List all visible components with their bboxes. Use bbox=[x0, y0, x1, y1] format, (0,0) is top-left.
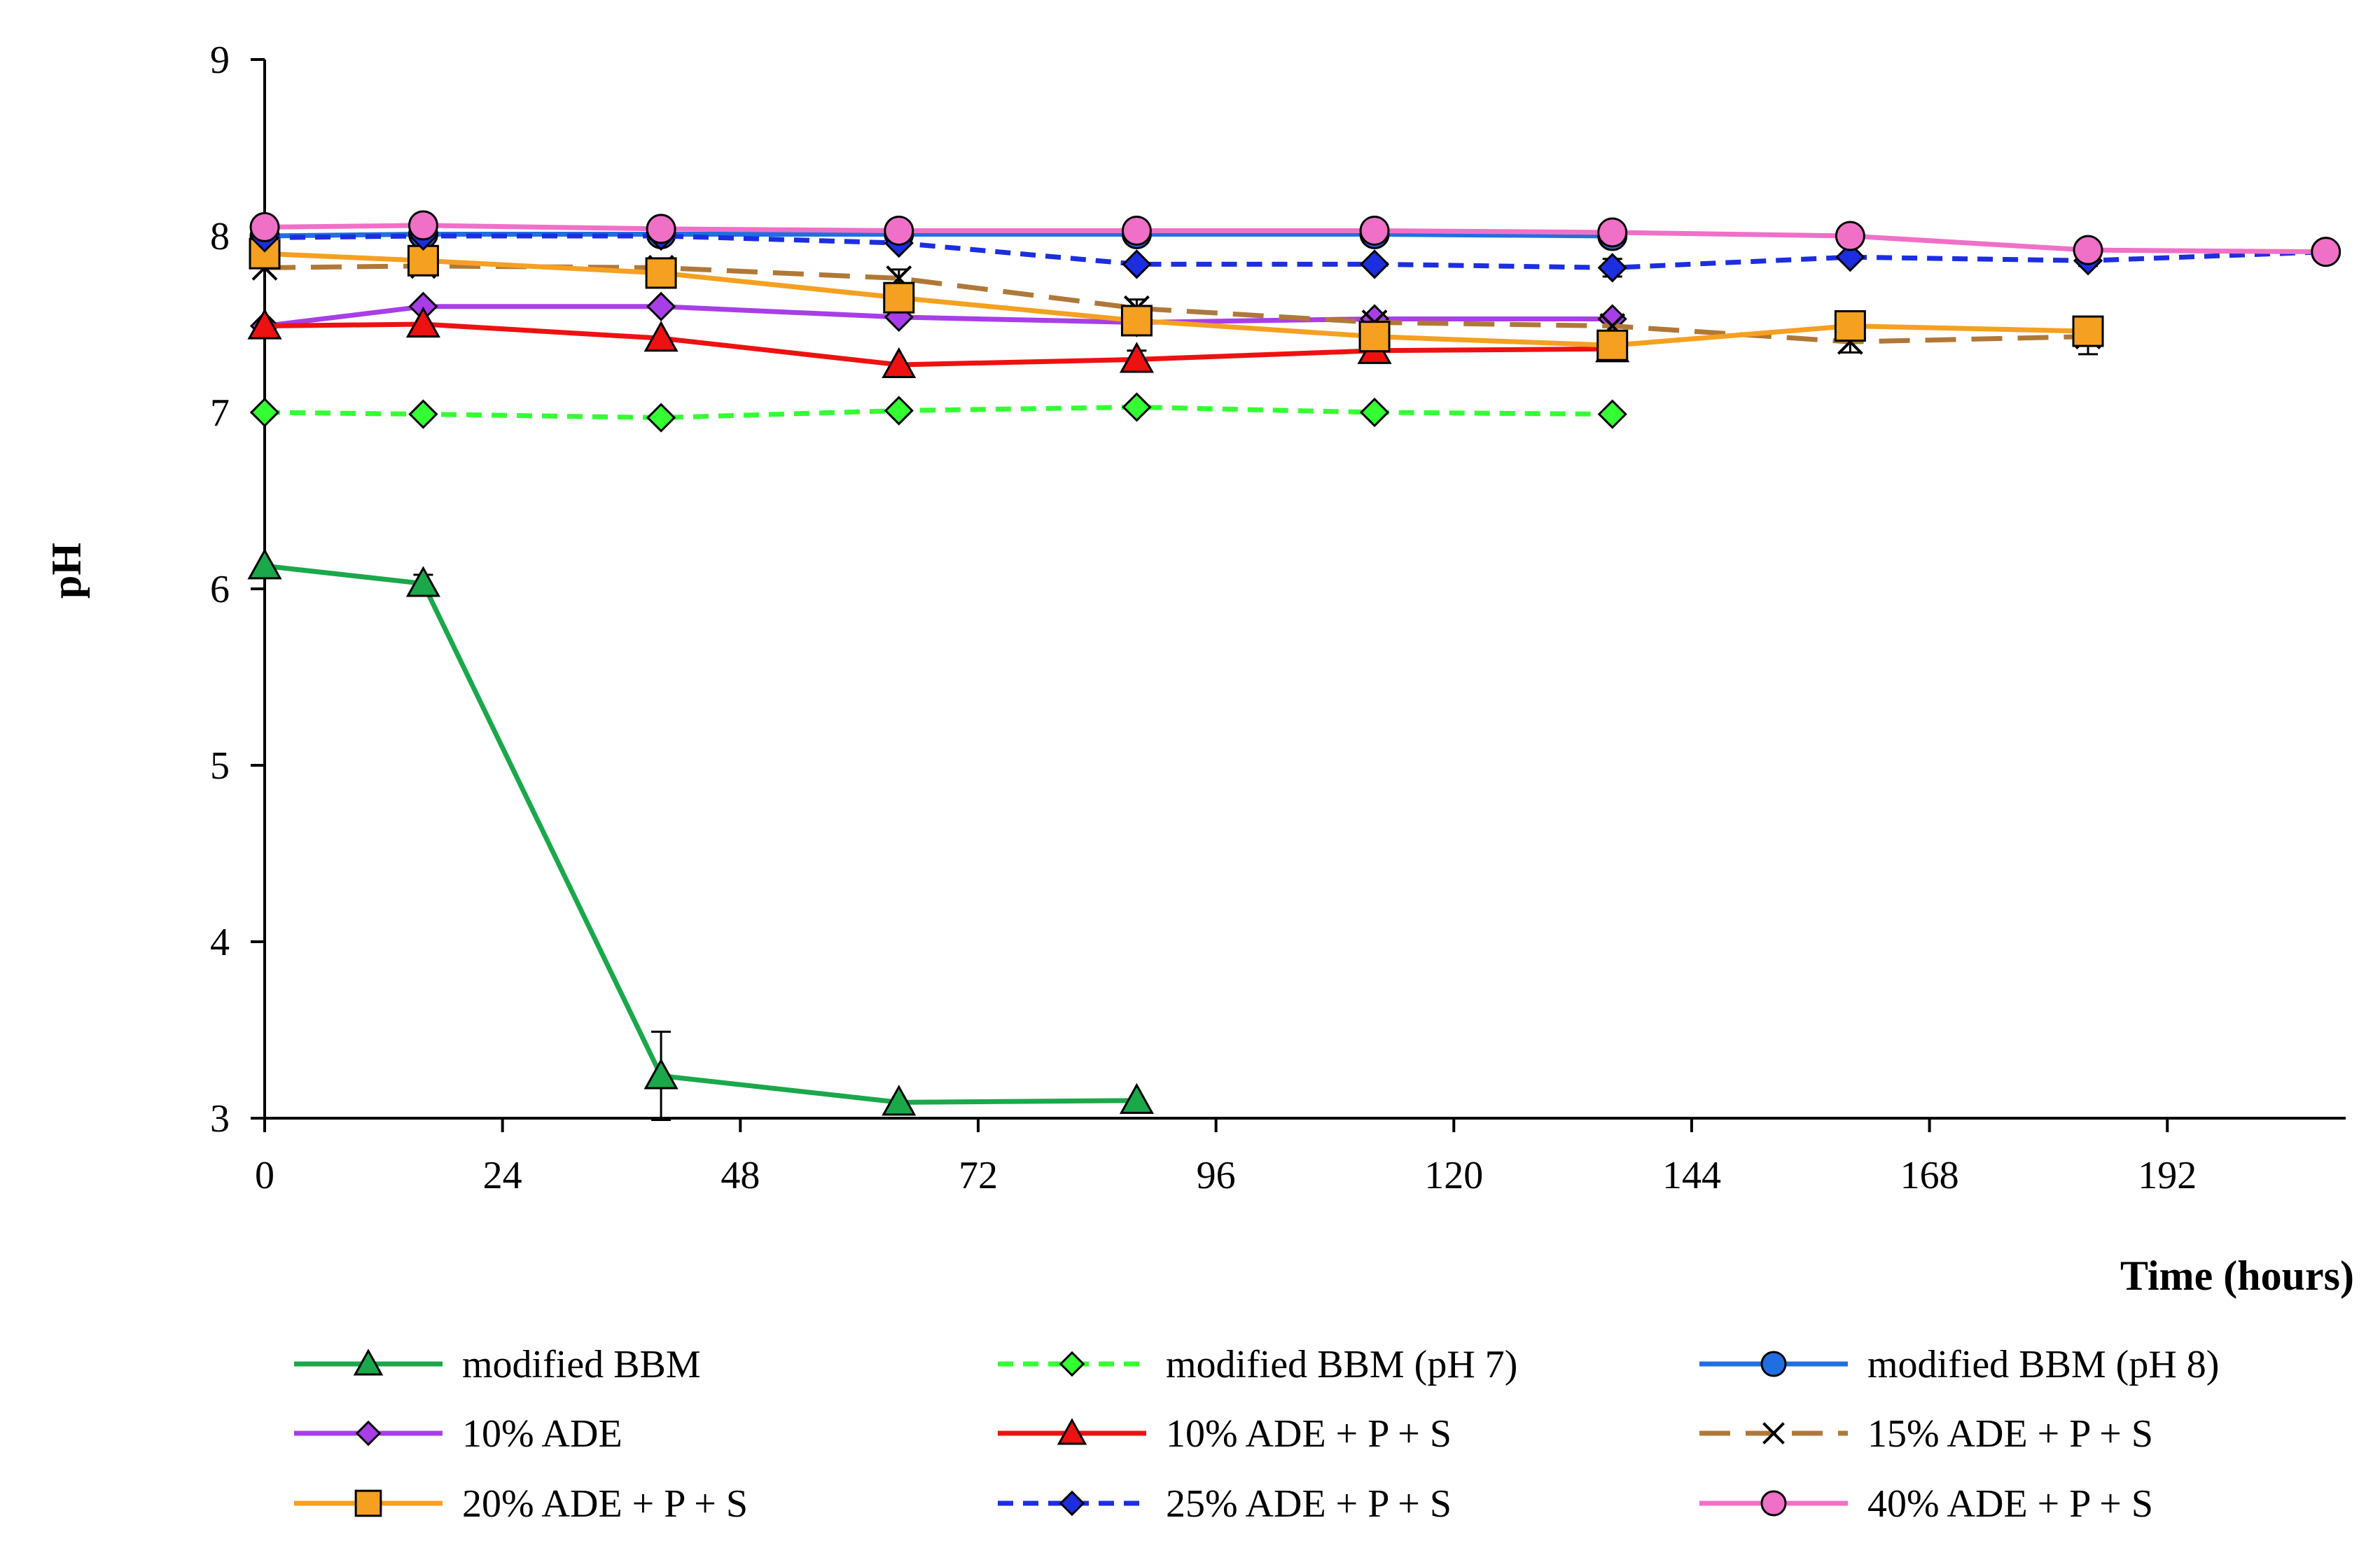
series-line-modified-bbm bbox=[264, 563, 1137, 1105]
data-point-10-ade-p-s bbox=[405, 306, 440, 338]
x-tick-label: 120 bbox=[1424, 1154, 1483, 1197]
x-tick-label: 144 bbox=[1662, 1154, 1721, 1197]
y-tick-label: 8 bbox=[210, 215, 230, 258]
data-point-10-ade-p-s bbox=[1119, 342, 1154, 373]
data-point-40-ade-p-s bbox=[2073, 235, 2103, 265]
legend-label: 40% ADE + P + S bbox=[1867, 1482, 2153, 1526]
axes bbox=[263, 60, 2346, 1120]
data-point-20-ade-p-s bbox=[2072, 315, 2104, 347]
x-tick-label: 168 bbox=[1900, 1154, 1959, 1197]
data-point-40-ade-p-s bbox=[884, 215, 914, 246]
legend-marker bbox=[353, 1349, 384, 1376]
data-point-modified-bbm bbox=[1119, 1082, 1154, 1114]
data-point-modified-bbm-ph-7 bbox=[1359, 397, 1390, 428]
legend-marker bbox=[1059, 1490, 1085, 1517]
legend-item-20-ade-p-s: 20% ADE + P + S bbox=[294, 1482, 748, 1526]
series-modified-bbm bbox=[247, 548, 1154, 1122]
legend: modified BBM modified BBM (pH 7) modified … bbox=[294, 1343, 2219, 1526]
data-point-10-ade-p-s bbox=[882, 347, 917, 379]
legend-item-10-ade: 10% ADE bbox=[294, 1412, 622, 1456]
data-point-modified-bbm-ph-7 bbox=[646, 403, 676, 433]
series-line-25-ade-p-s bbox=[264, 233, 2326, 270]
data-point-20-ade-p-s bbox=[645, 257, 677, 289]
legend-item-25-ade-p-s: 25% ADE + P + S bbox=[998, 1482, 1452, 1526]
data-point-modified-bbm bbox=[882, 1085, 917, 1116]
legend-label: modified BBM bbox=[462, 1343, 701, 1386]
legend-item-40-ade-p-s: 40% ADE + P + S bbox=[1699, 1482, 2153, 1526]
legend-label: 20% ADE + P + S bbox=[462, 1482, 748, 1526]
data-point-40-ade-p-s bbox=[646, 214, 676, 244]
legend-item-modified-bbm-ph-7: modified BBM (pH 7) bbox=[998, 1343, 1517, 1386]
data-point-modified-bbm-ph-7 bbox=[408, 399, 438, 429]
data-point-40-ade-p-s bbox=[1835, 221, 1865, 251]
legend-label: modified BBM (pH 8) bbox=[1867, 1343, 2219, 1386]
x-tick-label: 96 bbox=[1197, 1154, 1236, 1197]
data-point-10-ade-p-s bbox=[247, 308, 282, 340]
data-point-40-ade-p-s bbox=[1121, 215, 1152, 246]
tick-labels: 3 4 5 6 7 8 9 0 24 48 72 96 120 144 168 192 bbox=[210, 39, 2197, 1197]
data-point-25-ade-p-s bbox=[1122, 249, 1152, 279]
data-point-modified-bbm bbox=[405, 566, 440, 597]
legend-label: 25% ADE + P + S bbox=[1166, 1482, 1452, 1526]
data-point-10-ade-p-s bbox=[643, 321, 678, 352]
data-point-modified-bbm-ph-7 bbox=[249, 397, 280, 428]
data-point-40-ade-p-s bbox=[2311, 237, 2341, 267]
data-point-25-ade-p-s bbox=[1835, 242, 1865, 272]
x-tick-label: 48 bbox=[721, 1154, 760, 1197]
legend-marker bbox=[355, 1420, 382, 1447]
x-tick-label: 24 bbox=[483, 1154, 522, 1197]
legend-item-modified-bbm-ph-8: modified BBM (pH 8) bbox=[1699, 1343, 2219, 1386]
data-point-modified-bbm-ph-7 bbox=[1122, 392, 1152, 422]
y-tick-label: 5 bbox=[210, 744, 230, 788]
series-line-10-ade-p-s bbox=[264, 321, 1613, 368]
series-line-10-ade bbox=[264, 304, 1613, 328]
y-tick-label: 4 bbox=[210, 921, 230, 964]
y-tick-label: 7 bbox=[210, 391, 230, 435]
legend-label: 10% ADE bbox=[462, 1412, 622, 1456]
data-point-20-ade-p-s bbox=[1358, 321, 1391, 353]
data-point-20-ade-p-s bbox=[1596, 329, 1629, 361]
legend-item-15-ade-p-s: 15% ADE + P + S bbox=[1699, 1412, 2153, 1456]
x-tick-label: 72 bbox=[959, 1154, 998, 1197]
data-point-modified-bbm bbox=[247, 548, 282, 580]
legend-marker bbox=[354, 1489, 382, 1517]
series-line-40-ade-p-s bbox=[264, 223, 2326, 255]
data-point-25-ade-p-s bbox=[1359, 249, 1390, 279]
legend-marker bbox=[1762, 1422, 1785, 1444]
legend-label: 10% ADE + P + S bbox=[1166, 1412, 1452, 1456]
legend-marker bbox=[1059, 1351, 1085, 1377]
x-tick-label: 192 bbox=[2138, 1154, 2197, 1197]
data-point-25-ade-p-s bbox=[1597, 253, 1627, 283]
data-point-40-ade-p-s bbox=[1597, 217, 1628, 248]
data-point-modified-bbm-ph-7 bbox=[1597, 399, 1627, 429]
data-point-40-ade-p-s bbox=[408, 210, 438, 241]
data-point-10-ade bbox=[646, 291, 676, 321]
data-point-40-ade-p-s bbox=[1359, 215, 1390, 246]
y-tick-label: 6 bbox=[210, 568, 230, 611]
data-point-20-ade-p-s bbox=[1120, 305, 1153, 337]
series-modified-bbm-ph-7 bbox=[249, 392, 1627, 433]
y-tick-label: 9 bbox=[210, 39, 230, 82]
y-tick-label: 3 bbox=[210, 1097, 230, 1141]
legend-label: modified BBM (pH 7) bbox=[1166, 1343, 1517, 1386]
data-point-20-ade-p-s bbox=[883, 281, 915, 314]
legend-marker bbox=[1057, 1418, 1087, 1445]
data-point-40-ade-p-s bbox=[249, 211, 280, 242]
series bbox=[247, 210, 2341, 1122]
data-point-20-ade-p-s bbox=[1834, 310, 1866, 342]
y-axis-title: pH bbox=[43, 543, 90, 599]
legend-label: 15% ADE + P + S bbox=[1867, 1412, 2153, 1456]
series-20-ade-p-s bbox=[249, 237, 2104, 361]
series-40-ade-p-s bbox=[249, 210, 2341, 267]
legend-marker bbox=[1760, 1351, 1787, 1377]
data-point-modified-bbm-ph-7 bbox=[884, 396, 914, 426]
series-line-modified-bbm-ph-7 bbox=[264, 404, 1613, 421]
x-tick-label: 0 bbox=[255, 1154, 274, 1197]
x-axis-title: Time (hours) bbox=[2120, 1253, 2354, 1299]
legend-marker bbox=[1760, 1490, 1787, 1517]
legend-item-10-ade-p-s: 10% ADE + P + S bbox=[998, 1412, 1452, 1456]
legend-item-modified-bbm: modified BBM bbox=[294, 1343, 701, 1386]
data-point-modified-bbm bbox=[643, 1058, 678, 1089]
